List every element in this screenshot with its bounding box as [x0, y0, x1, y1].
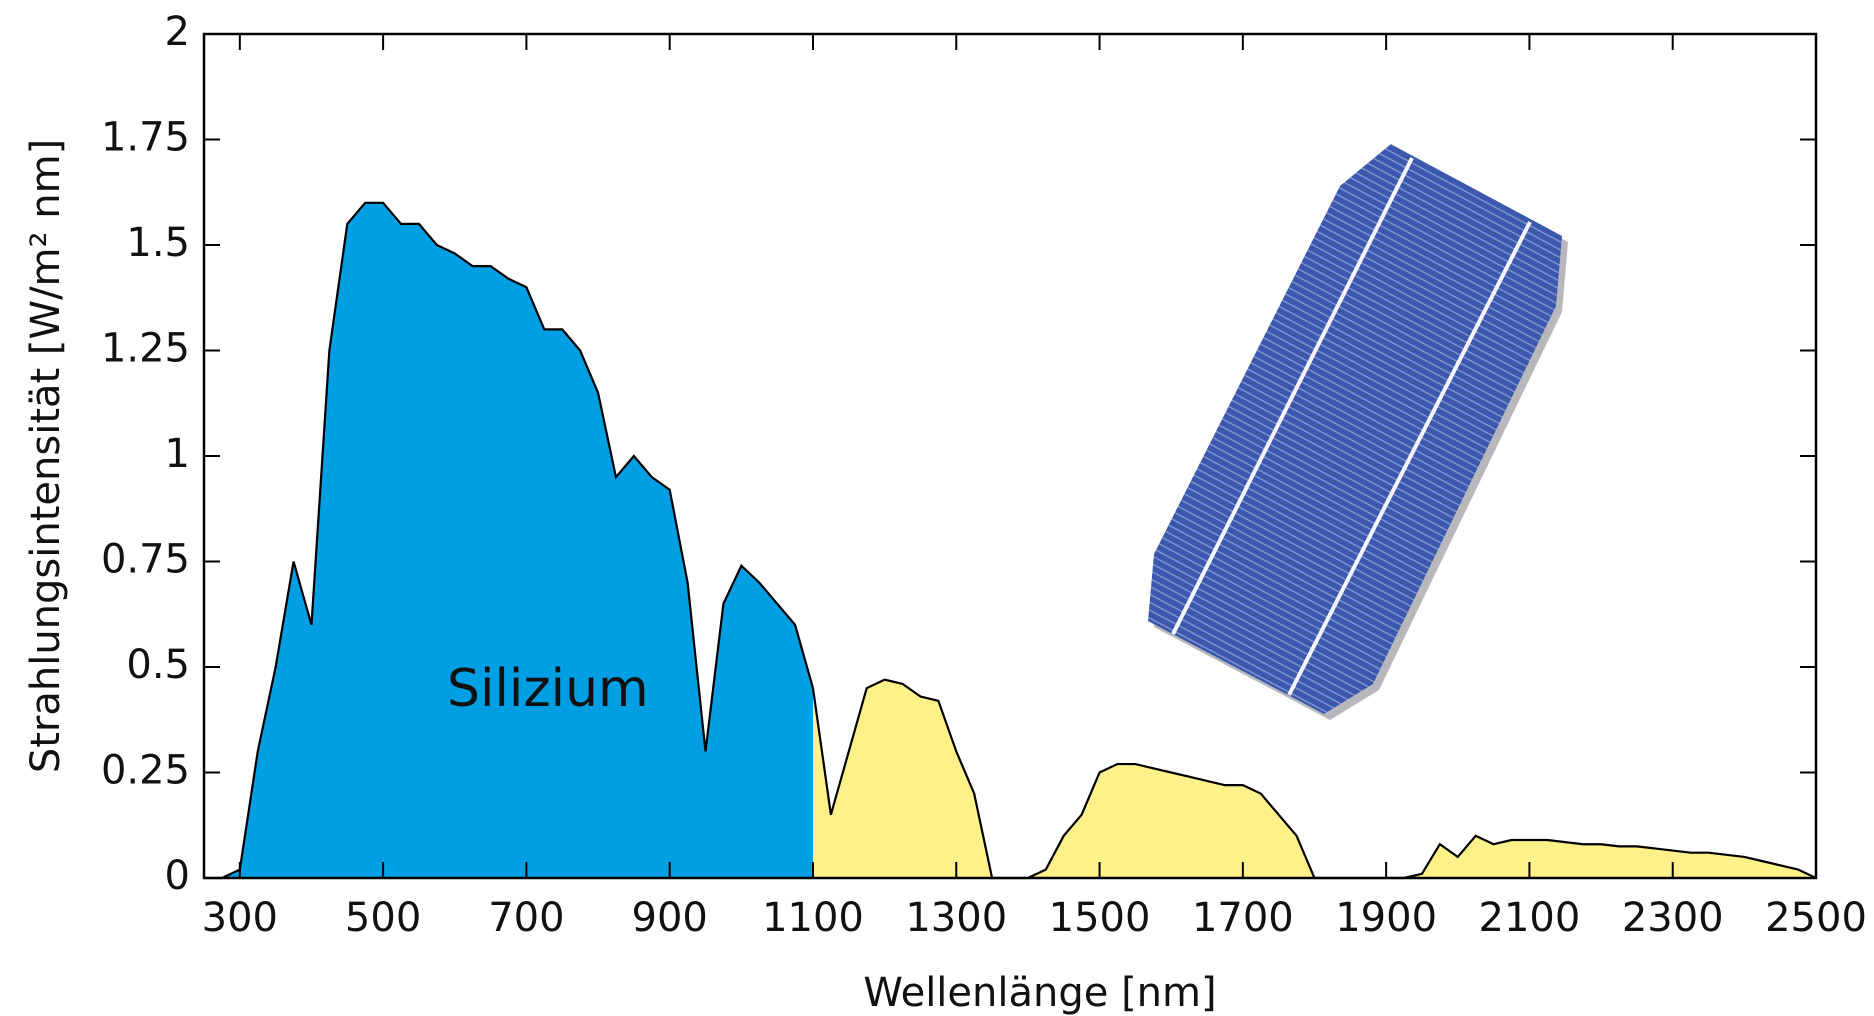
y-tick-label: 1.5	[126, 220, 190, 266]
x-tick-label: 700	[488, 895, 564, 941]
annotation: Silizium	[447, 659, 649, 719]
solar-cell	[1148, 144, 1568, 720]
y-tick-label: 0	[165, 853, 190, 899]
area	[204, 202, 813, 879]
x-tick-label: 2300	[1622, 895, 1724, 941]
area-outline	[204, 201, 815, 880]
x-tick-label: 2500	[1765, 895, 1867, 941]
x-tick-label: 1300	[905, 895, 1007, 941]
y-tick-label: 0.25	[101, 748, 190, 794]
y-axis-label: Strahlungsintensität [W/m² nm]	[23, 139, 69, 773]
x-tick-label: 300	[202, 895, 278, 941]
x-tick-label: 2100	[1479, 895, 1581, 941]
x-tick-label: 1500	[1049, 895, 1151, 941]
x-tick-label: 1100	[762, 895, 864, 941]
x-tick-label: 1700	[1192, 895, 1294, 941]
y-tick-label: 1.75	[101, 115, 190, 161]
area	[812, 679, 1816, 878]
y-tick-label: 1.25	[101, 326, 190, 372]
x-tick-label: 900	[632, 895, 708, 941]
y-tick-label: 2	[165, 9, 190, 55]
y-tick-label: 1	[165, 431, 190, 477]
y-tick-label: 0.5	[126, 642, 190, 688]
x-tick-label: 1900	[1335, 895, 1437, 941]
x-axis-label: Wellenlänge [nm]	[863, 970, 1216, 1016]
y-tick-label: 0.75	[101, 537, 190, 583]
plot-frame	[202, 32, 1818, 880]
x-tick-label: 500	[345, 895, 421, 941]
